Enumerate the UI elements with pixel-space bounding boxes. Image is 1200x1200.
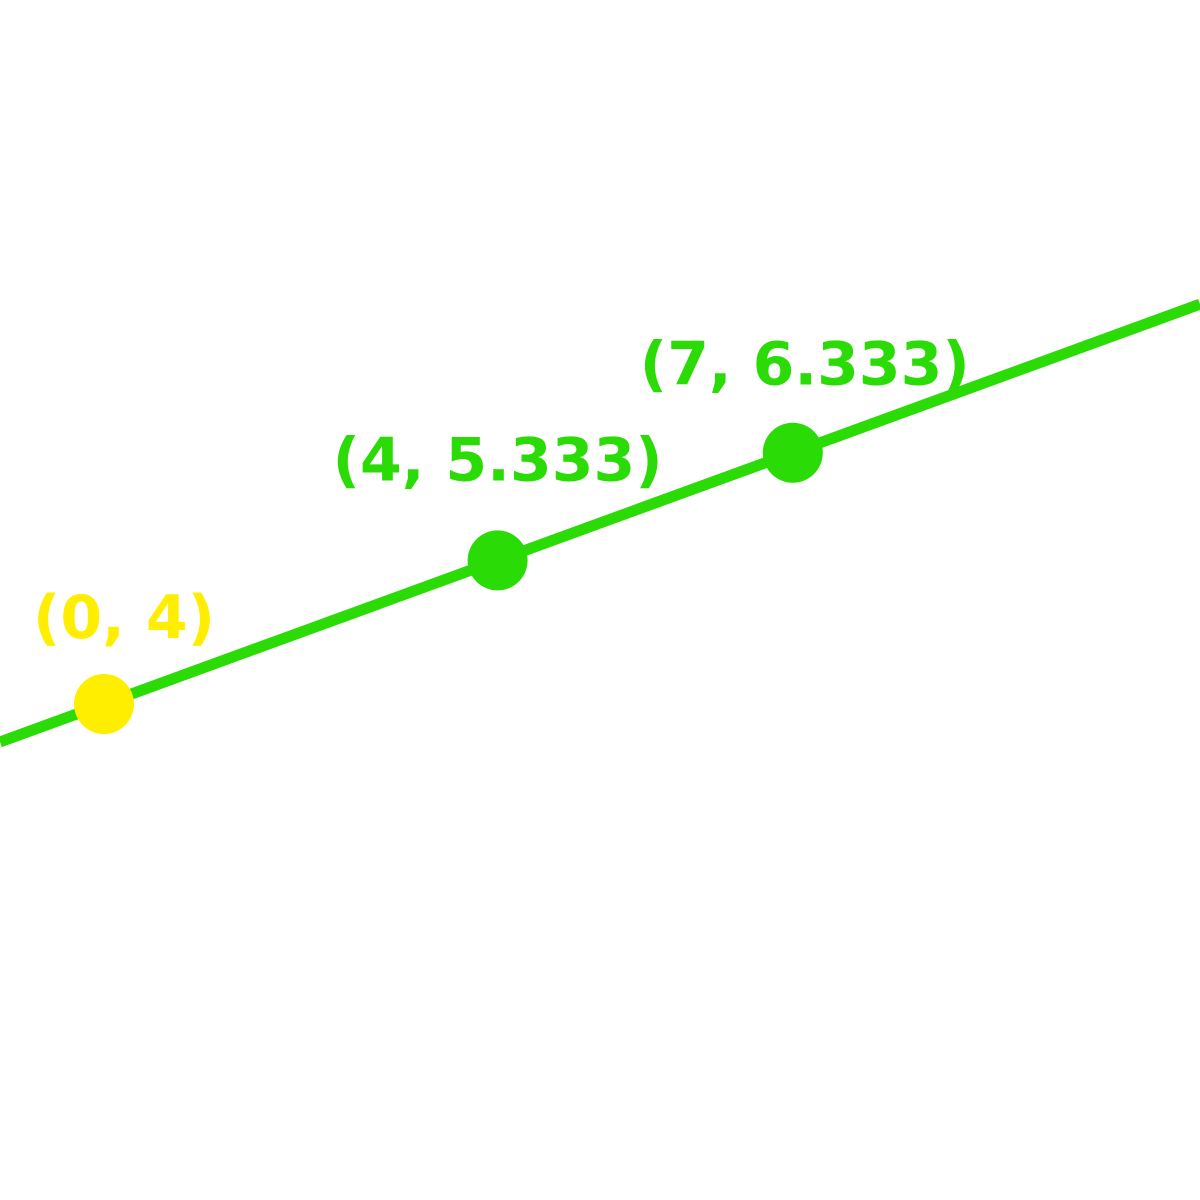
series-line: [0, 299, 1200, 748]
data-point-2: [467, 530, 528, 591]
data-point-label-3: (7, 6.333): [640, 330, 970, 400]
points-layer: [74, 422, 823, 734]
data-point-label-2: (4, 5.333): [333, 425, 663, 495]
data-point-1: [74, 674, 134, 734]
data-point-label-1: (0, 4): [33, 583, 215, 653]
labels-layer: (0, 4) (4, 5.333) (7, 6.333): [33, 330, 970, 653]
data-point-3: [762, 422, 823, 483]
